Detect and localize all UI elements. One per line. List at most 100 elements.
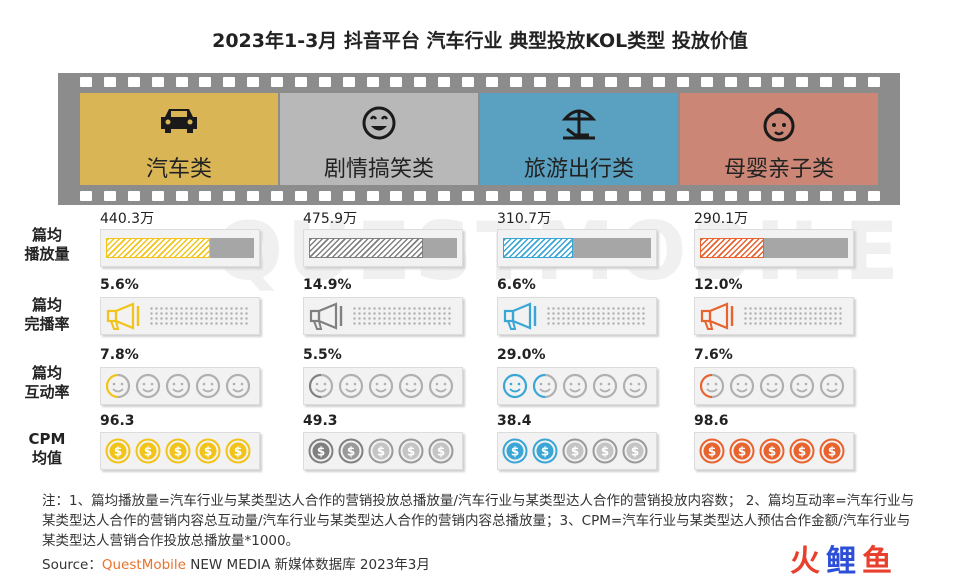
chart-title: 2023年1-3月 抖音平台 汽车行业 典型投放KOL类型 投放价值 bbox=[212, 30, 748, 52]
row-label-line: 完播率 bbox=[24, 315, 70, 333]
film-hole bbox=[438, 77, 451, 87]
film-hole bbox=[223, 77, 236, 87]
film-hole bbox=[485, 77, 498, 87]
film-hole bbox=[414, 77, 427, 87]
smiley-icon bbox=[308, 373, 334, 399]
film-hole bbox=[605, 191, 618, 201]
smiley-icon bbox=[135, 373, 161, 399]
plays-value: 290.1万 bbox=[694, 211, 749, 227]
smiley-icon bbox=[532, 373, 558, 399]
svg-text:$: $ bbox=[708, 445, 716, 459]
smiley-icon bbox=[819, 373, 845, 399]
svg-text:$: $ bbox=[437, 445, 445, 459]
svg-text:$: $ bbox=[631, 445, 639, 459]
row-label-line: CPM bbox=[28, 430, 66, 448]
film-hole bbox=[318, 77, 331, 87]
film-hole bbox=[676, 77, 689, 87]
smiley-icon bbox=[368, 373, 394, 399]
row-label-line: 篇均 bbox=[31, 226, 62, 244]
dollar-coin-icon: $ bbox=[622, 438, 648, 464]
source-prefix: Source： bbox=[42, 557, 102, 573]
row-label-cpm: CPM 均值 bbox=[8, 430, 86, 468]
film-hole bbox=[342, 77, 355, 87]
dollar-coin-icon: $ bbox=[759, 438, 785, 464]
film-hole bbox=[509, 191, 522, 201]
plays-bar-box bbox=[100, 229, 260, 267]
source-line: Source：QuestMobile NEW MEDIA 新媒体数据库 2023… bbox=[42, 553, 430, 573]
film-hole bbox=[724, 77, 737, 87]
film-hole bbox=[390, 77, 403, 87]
film-hole bbox=[844, 77, 856, 87]
completion-box bbox=[694, 297, 854, 335]
film-hole bbox=[867, 191, 880, 201]
smiley-icon bbox=[622, 373, 648, 399]
film-hole bbox=[462, 191, 474, 201]
svg-text:$: $ bbox=[511, 445, 519, 459]
category-panel-parenting: 母婴亲子类 bbox=[680, 93, 878, 185]
logo: 火鲤鱼 bbox=[790, 536, 898, 580]
film-hole bbox=[103, 191, 116, 201]
film-hole bbox=[653, 77, 665, 87]
svg-text:$: $ bbox=[204, 445, 212, 459]
dollar-coin-icon: $ bbox=[195, 438, 221, 464]
svg-text:$: $ bbox=[798, 445, 806, 459]
film-hole bbox=[533, 191, 546, 201]
interaction-value: 7.8% bbox=[100, 347, 139, 363]
interaction-value: 7.6% bbox=[694, 347, 733, 363]
dollar-coin-icon: $ bbox=[729, 438, 755, 464]
dollar-coin-icon: $ bbox=[789, 438, 815, 464]
film-hole bbox=[676, 191, 689, 201]
film-hole bbox=[366, 191, 379, 201]
film-hole bbox=[127, 191, 140, 201]
film-hole bbox=[80, 191, 92, 201]
film-hole bbox=[581, 191, 594, 201]
dollar-coin-icon: $ bbox=[532, 438, 558, 464]
completion-value: 12.0% bbox=[694, 277, 743, 293]
plays-value: 475.9万 bbox=[303, 211, 358, 227]
svg-text:$: $ bbox=[738, 445, 746, 459]
row-label-line: 篇均 bbox=[31, 364, 62, 382]
dollar-coin-icon: $ bbox=[428, 438, 454, 464]
film-hole bbox=[557, 191, 570, 201]
svg-text:$: $ bbox=[234, 445, 242, 459]
film-hole bbox=[462, 77, 474, 87]
film-hole bbox=[247, 191, 260, 201]
dollar-coin-icon: $ bbox=[699, 438, 725, 464]
film-strip: 汽车类 剧情搞笑类 旅游出行类 母婴亲子类 bbox=[58, 73, 900, 205]
svg-text:$: $ bbox=[347, 445, 355, 459]
film-hole bbox=[557, 77, 570, 87]
film-hole bbox=[748, 191, 761, 201]
film-hole bbox=[724, 191, 737, 201]
row-label-line: 互动率 bbox=[24, 383, 70, 401]
cpm-value: 49.3 bbox=[303, 413, 338, 429]
cpm-box: $ $ $ $ $ bbox=[694, 432, 854, 470]
svg-text:$: $ bbox=[541, 445, 549, 459]
megaphone-icon bbox=[106, 302, 140, 330]
svg-text:$: $ bbox=[768, 445, 776, 459]
svg-text:$: $ bbox=[174, 445, 182, 459]
film-holes-top bbox=[80, 77, 880, 87]
film-hole bbox=[629, 77, 642, 87]
dollar-coin-icon: $ bbox=[562, 438, 588, 464]
megaphone-icon bbox=[700, 302, 734, 330]
smiley-icon bbox=[592, 373, 618, 399]
film-hole bbox=[700, 77, 713, 87]
dollar-coin-icon: $ bbox=[338, 438, 364, 464]
completion-value: 6.6% bbox=[497, 277, 536, 293]
film-hole bbox=[199, 191, 212, 201]
row-label-interaction: 篇均 互动率 bbox=[8, 364, 86, 402]
film-hole bbox=[844, 191, 856, 201]
film-hole bbox=[748, 77, 761, 87]
interaction-value: 29.0% bbox=[497, 347, 546, 363]
row-label-plays: 篇均 播放量 bbox=[8, 226, 86, 264]
dollar-coin-icon: $ bbox=[819, 438, 845, 464]
film-hole bbox=[485, 191, 498, 201]
film-hole bbox=[80, 77, 92, 87]
dollar-coin-icon: $ bbox=[225, 438, 251, 464]
interaction-box bbox=[100, 367, 260, 405]
film-hole bbox=[271, 77, 283, 87]
svg-text:$: $ bbox=[601, 445, 609, 459]
film-hole bbox=[366, 77, 379, 87]
smiley-icon bbox=[502, 373, 528, 399]
category-label: 旅游出行类 bbox=[523, 157, 634, 182]
